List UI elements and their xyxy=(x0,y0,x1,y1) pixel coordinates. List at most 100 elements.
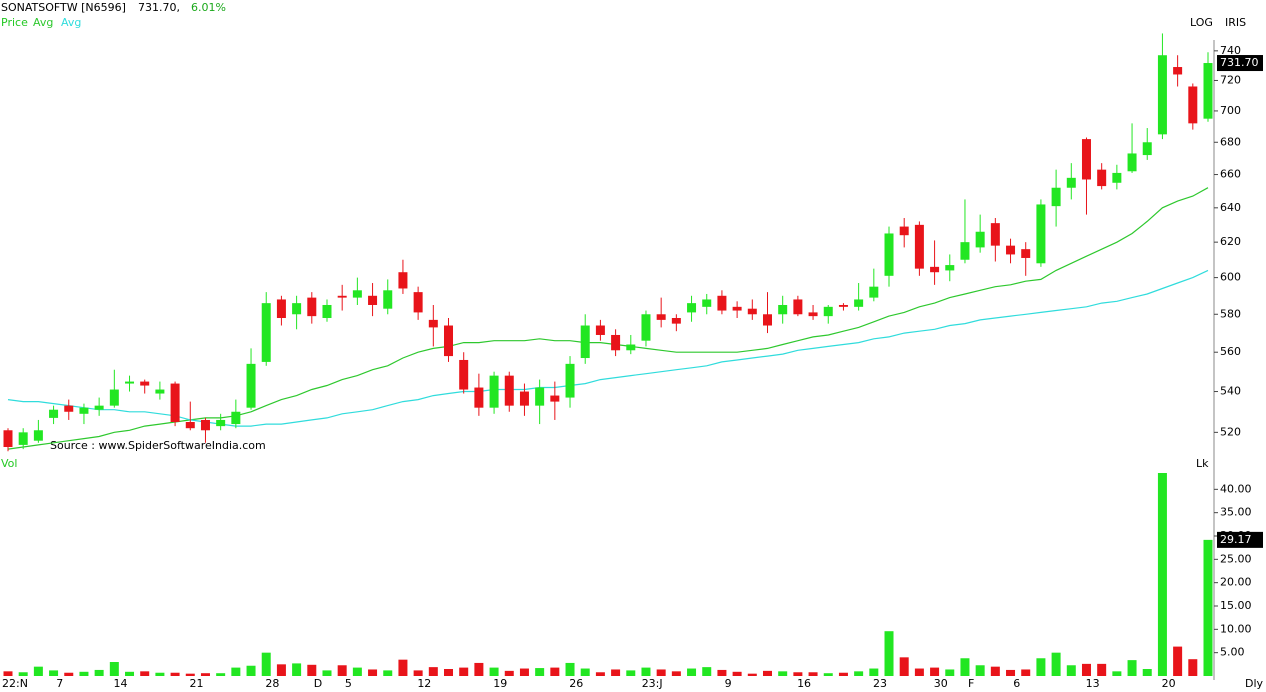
x-tick-label: 20 xyxy=(1162,677,1176,690)
volume-bar xyxy=(595,672,605,676)
volume-bar xyxy=(94,669,104,676)
candle-body xyxy=(292,303,302,315)
candle-body xyxy=(641,314,651,341)
volume-bar xyxy=(125,671,135,676)
volume-bar xyxy=(261,652,271,676)
y-tick-label: 620 xyxy=(1220,235,1241,248)
volume-bar xyxy=(322,670,332,676)
volume-bar xyxy=(1021,669,1031,676)
candle-body xyxy=(474,387,484,408)
last-price-box xyxy=(1217,55,1263,72)
y-tick-label: 700 xyxy=(1220,104,1241,117)
candle-body xyxy=(671,318,681,324)
volume-bar xyxy=(49,670,59,676)
volume-bar xyxy=(1097,663,1107,676)
y-tick-label: 20.00 xyxy=(1220,576,1252,589)
volume-bar xyxy=(702,667,712,676)
candle-body xyxy=(884,233,894,276)
candle-body xyxy=(49,409,59,418)
candle-body xyxy=(33,430,43,441)
volume-bar xyxy=(352,667,362,676)
candle-body xyxy=(899,226,909,236)
y-tick-label: 10.00 xyxy=(1220,622,1252,635)
candle-body xyxy=(231,411,241,425)
candle-body xyxy=(444,325,454,357)
volume-bar xyxy=(200,673,210,676)
volume-bar xyxy=(1051,652,1061,676)
volume-bar xyxy=(793,672,803,676)
candle-body xyxy=(1021,249,1031,258)
candle-body xyxy=(626,344,636,351)
symbol: SONATSOFTW [N6596] xyxy=(1,1,126,14)
volume-bar xyxy=(990,666,1000,676)
price: 731.70, xyxy=(138,1,180,14)
candle-body xyxy=(1157,55,1167,135)
y-tick-label: 520 xyxy=(1220,425,1241,438)
volume-bar xyxy=(914,668,924,676)
candle-body xyxy=(246,363,256,408)
y-tick-label: 660 xyxy=(1220,168,1241,181)
candle-body xyxy=(747,308,757,315)
volume-bar xyxy=(626,670,636,676)
volume-bar xyxy=(854,671,864,676)
candle-body xyxy=(656,314,666,320)
volume-bar xyxy=(1036,658,1046,676)
volume-bar xyxy=(1142,669,1152,676)
x-tick-label: 19 xyxy=(493,677,507,690)
volume-bar xyxy=(656,669,666,676)
x-tick-label: 9 xyxy=(725,677,732,690)
volume-bar xyxy=(444,669,454,676)
candle-body xyxy=(1173,67,1183,75)
y-tick-label: 680 xyxy=(1220,135,1241,148)
volume-bar xyxy=(337,665,347,676)
volume-bar xyxy=(869,668,879,676)
volume-bar xyxy=(808,672,818,676)
y-tick-label: 40.00 xyxy=(1220,482,1252,495)
candle-body xyxy=(3,430,13,448)
candle-body xyxy=(762,314,772,326)
candle-body xyxy=(535,387,545,406)
volume-bar xyxy=(732,671,742,676)
candle-body xyxy=(519,391,529,406)
moving-average xyxy=(7,269,1209,427)
candle-body xyxy=(109,389,119,406)
volume-bar xyxy=(1173,646,1183,676)
source: Source : www.SpiderSoftwareIndia.com xyxy=(50,439,266,452)
volume-bar xyxy=(975,665,985,676)
volume-bar xyxy=(747,673,757,676)
volume-bar xyxy=(18,672,28,676)
candle-body xyxy=(717,295,727,311)
volume-bar xyxy=(216,673,226,676)
candle-body xyxy=(565,363,575,398)
volume-bar xyxy=(1112,671,1122,676)
volume-bar xyxy=(3,671,13,676)
volume-bar xyxy=(33,666,43,676)
y-tick-label: 540 xyxy=(1220,385,1241,398)
change: 6.01% xyxy=(191,1,226,14)
candle-body xyxy=(914,224,924,269)
candle-body xyxy=(869,286,879,298)
y-tick-label: 580 xyxy=(1220,307,1241,320)
volume-bar xyxy=(565,662,575,676)
candle-body xyxy=(261,303,271,362)
volume-bar xyxy=(884,631,894,676)
candle-body xyxy=(854,299,864,307)
x-tick-label: 21 xyxy=(189,677,203,690)
candle-body xyxy=(1112,172,1122,183)
volume-bar xyxy=(368,669,378,676)
candle-body xyxy=(489,375,499,408)
candle-body xyxy=(1036,204,1046,264)
x-tick-label: 26 xyxy=(569,677,583,690)
candle-body xyxy=(611,334,621,351)
candle-body xyxy=(702,299,712,307)
candle-body xyxy=(94,405,104,410)
volume-bar xyxy=(383,670,393,676)
volume-bar xyxy=(504,670,514,676)
volume-bar xyxy=(474,662,484,676)
candle-body xyxy=(276,299,286,319)
candle-body xyxy=(823,306,833,317)
candle-body xyxy=(216,419,226,427)
legend-entry: Avg xyxy=(61,16,81,29)
volume-bar xyxy=(1066,665,1076,676)
